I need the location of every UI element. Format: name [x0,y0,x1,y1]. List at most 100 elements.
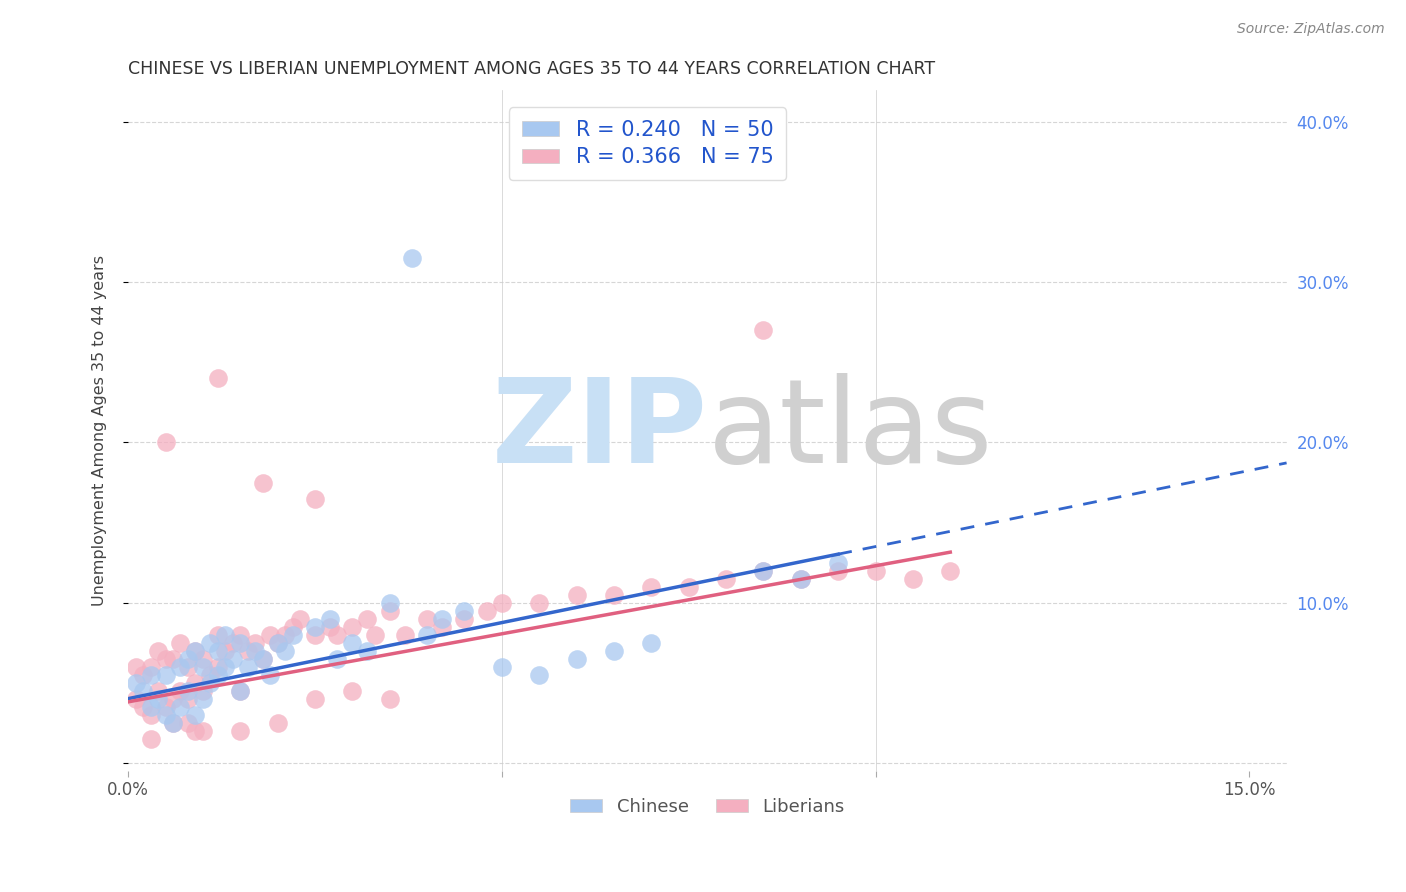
Point [281,619,304,633]
Point [274,643,297,657]
Point [177,715,200,730]
Point [326,627,349,641]
Point [529,596,551,610]
Point [245,635,267,649]
Point [162,715,184,730]
Point [139,667,162,681]
Point [184,643,207,657]
Point [132,699,155,714]
Point [191,683,214,698]
Point [274,627,297,641]
Point [191,691,214,706]
Point [416,627,439,641]
Point [207,627,229,641]
Point [378,691,401,706]
Point [200,635,222,649]
Point [401,252,423,266]
Point [139,699,162,714]
Point [640,635,662,649]
Point [214,627,236,641]
Point [214,659,236,673]
Point [901,572,924,586]
Point [155,667,177,681]
Point [207,643,229,657]
Point [252,651,274,665]
Text: CHINESE VS LIBERIAN UNEMPLOYMENT AMONG AGES 35 TO 44 YEARS CORRELATION CHART: CHINESE VS LIBERIAN UNEMPLOYMENT AMONG A… [128,60,935,78]
Point [229,683,252,698]
Point [266,715,288,730]
Point [155,699,177,714]
Point [169,659,191,673]
Point [207,371,229,385]
Point [453,604,475,618]
Point [124,675,146,690]
Point [177,651,200,665]
Point [169,635,191,649]
Point [378,604,401,618]
Point [236,659,259,673]
Point [146,683,169,698]
Point [790,572,813,586]
Point [827,556,849,570]
Point [184,707,207,722]
Point [342,635,364,649]
Point [200,675,222,690]
Point [266,635,288,649]
Point [827,564,849,578]
Point [752,564,775,578]
Point [319,611,342,625]
Point [177,659,200,673]
Point [132,683,155,698]
Point [304,619,326,633]
Point [169,683,191,698]
Y-axis label: Unemployment Among Ages 35 to 44 years: Unemployment Among Ages 35 to 44 years [93,255,107,606]
Point [752,564,775,578]
Point [259,667,281,681]
Point [281,627,304,641]
Point [491,596,513,610]
Point [378,596,401,610]
Point [394,627,416,641]
Point [939,564,962,578]
Point [236,643,259,657]
Point [139,731,162,746]
Point [222,635,245,649]
Point [214,643,236,657]
Text: ZIP: ZIP [491,373,707,488]
Point [146,691,169,706]
Point [529,667,551,681]
Point [252,475,274,490]
Point [200,667,222,681]
Point [356,611,378,625]
Point [146,643,169,657]
Point [865,564,887,578]
Point [259,627,281,641]
Text: Source: ZipAtlas.com: Source: ZipAtlas.com [1237,22,1385,37]
Point [304,491,326,506]
Point [752,323,775,337]
Point [229,627,252,641]
Point [416,611,439,625]
Point [475,604,498,618]
Point [790,572,813,586]
Point [162,715,184,730]
Point [678,580,700,594]
Point [304,691,326,706]
Point [184,675,207,690]
Point [342,683,364,698]
Point [177,691,200,706]
Point [229,683,252,698]
Point [124,691,146,706]
Point [191,659,214,673]
Point [155,435,177,450]
Point [603,643,626,657]
Point [139,707,162,722]
Point [288,611,311,625]
Point [453,611,475,625]
Point [207,659,229,673]
Point [304,627,326,641]
Point [266,635,288,649]
Point [565,588,588,602]
Legend: Chinese, Liberians: Chinese, Liberians [562,790,852,823]
Point [184,643,207,657]
